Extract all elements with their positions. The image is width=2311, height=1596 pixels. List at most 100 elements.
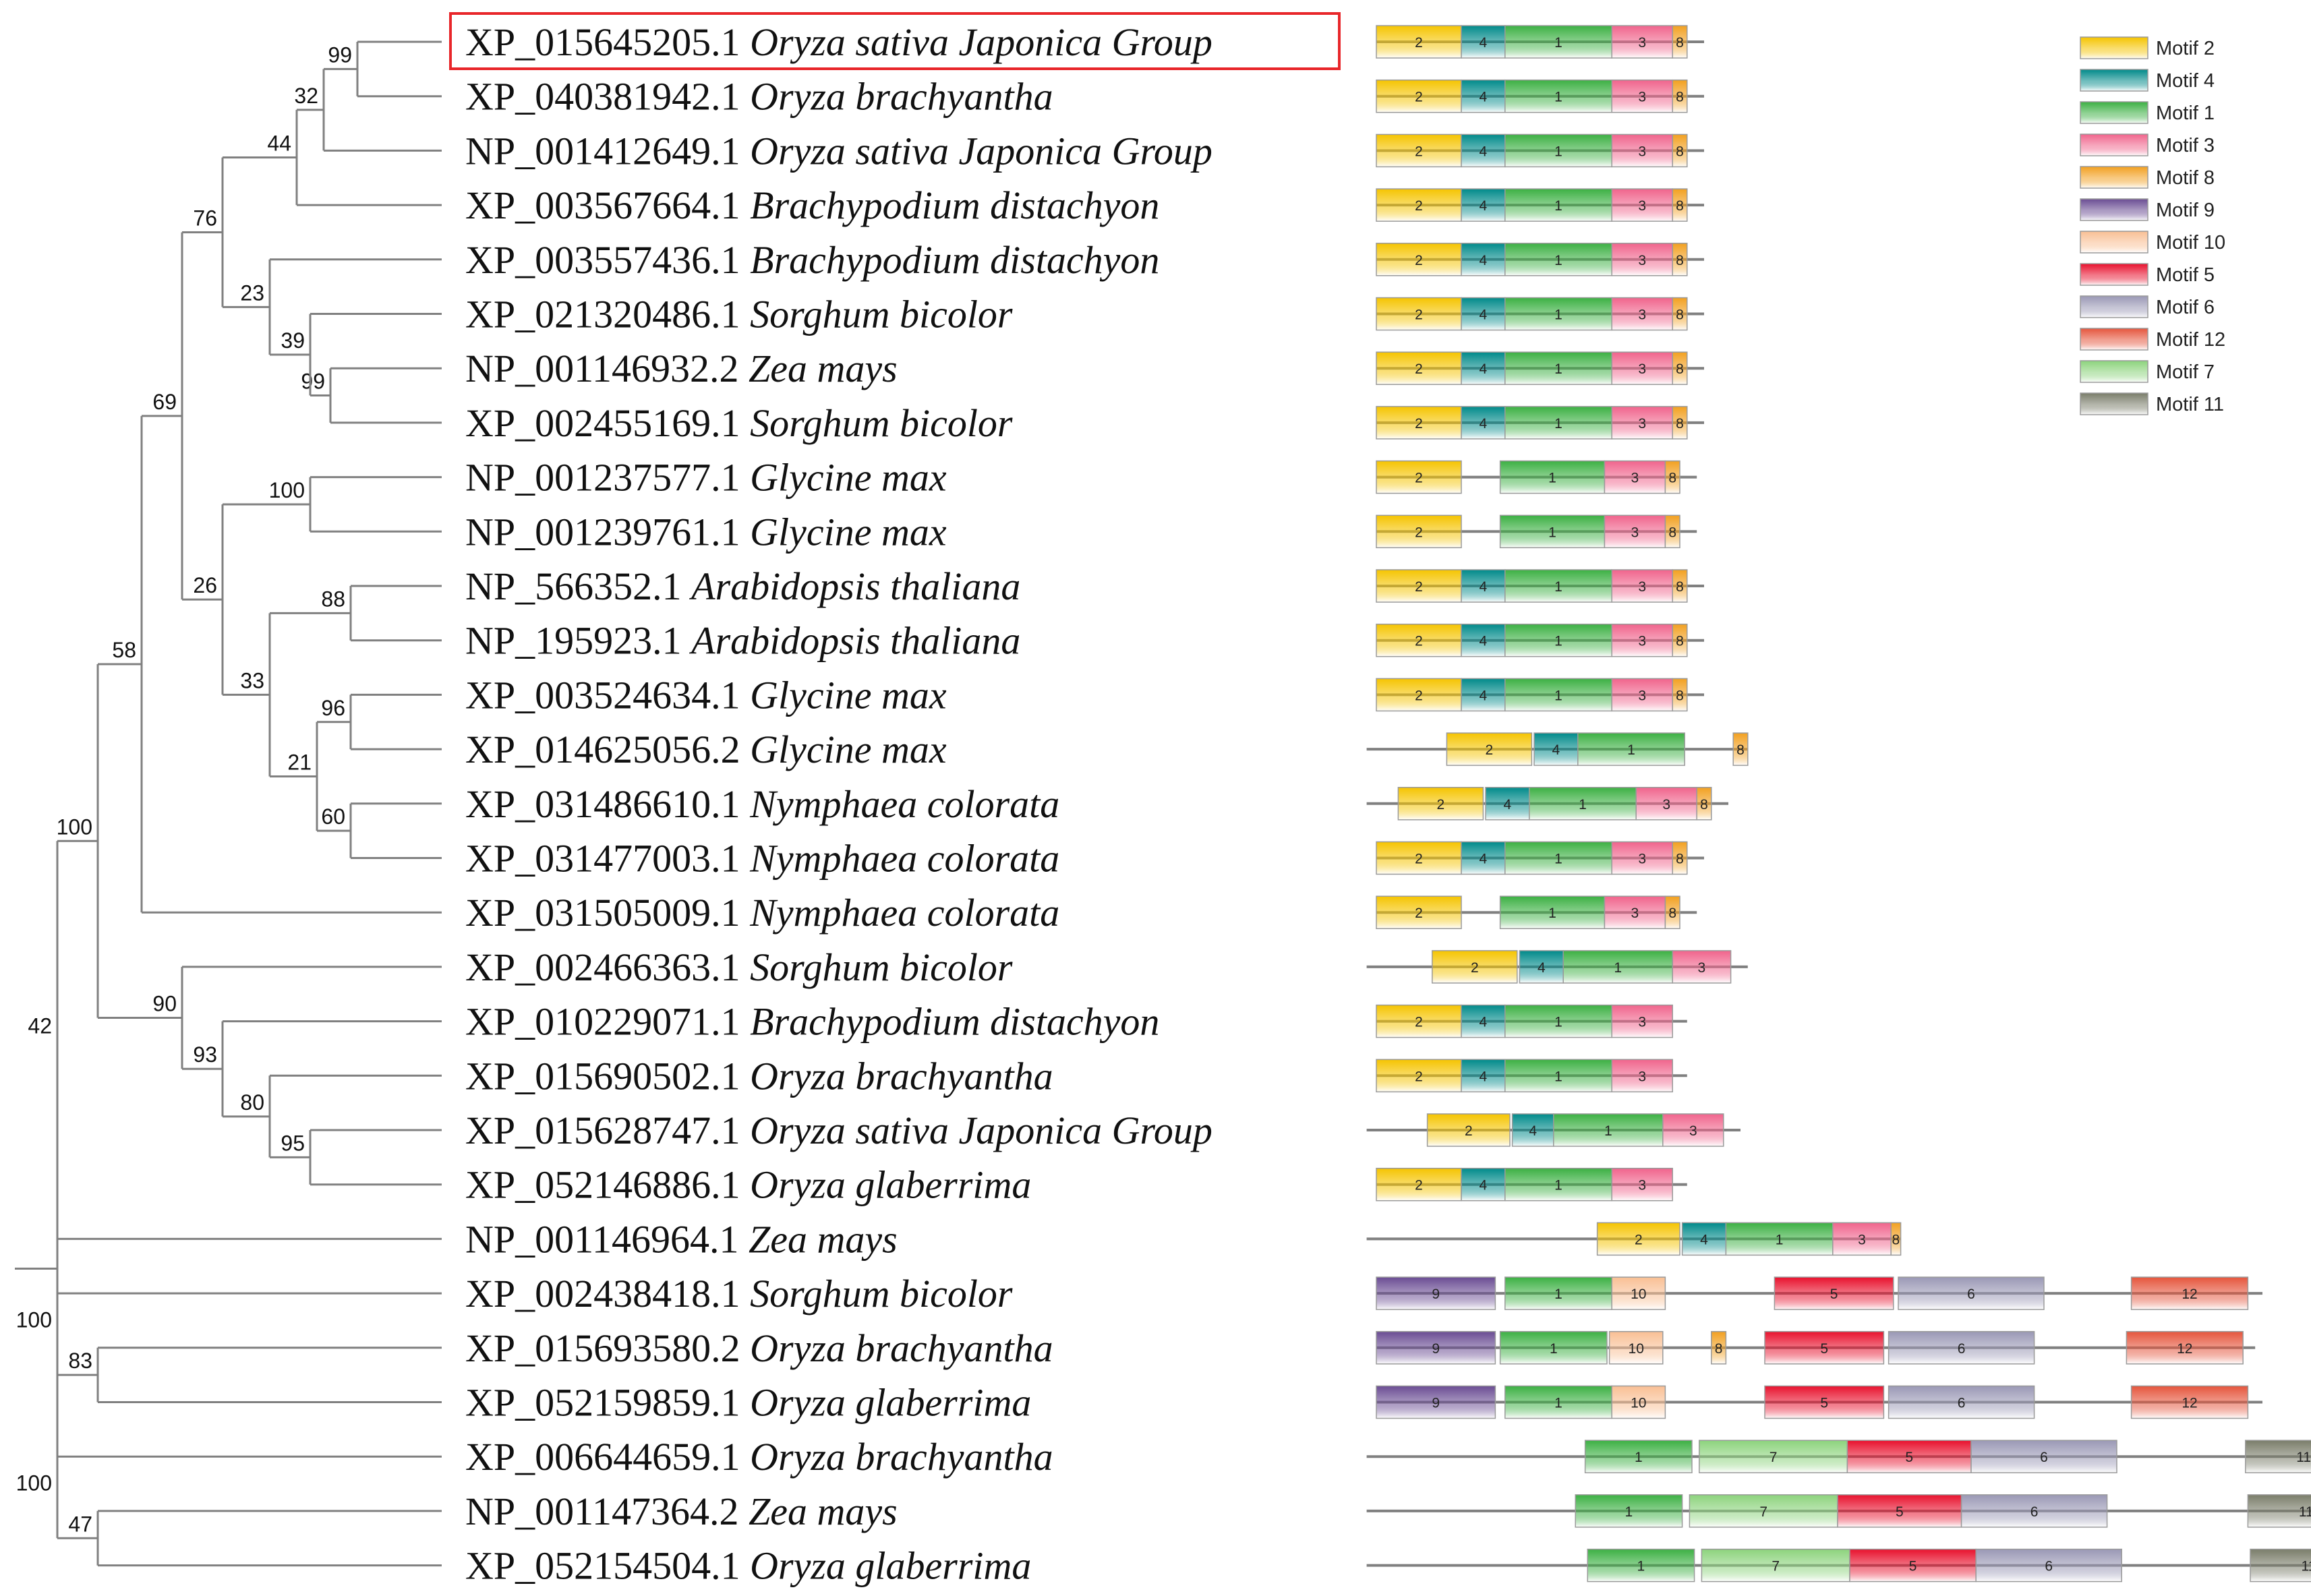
taxon-label: NP_001237577.1 Glycine max [465,456,947,500]
motif-2-box [1376,623,1462,657]
motif-8-box [1672,841,1688,875]
legend-swatch [2080,295,2148,318]
motif-2-box [1397,787,1484,821]
motif-8-box [1664,895,1680,929]
motif-number-label: 6 [2045,1559,2053,1574]
taxon-labels: XP_015645205.1 Oryza sativa Japonica Gro… [449,12,1341,1588]
motif-1-box [1553,1113,1664,1147]
motif-number-label: 8 [1668,906,1676,921]
motif-number-label: 11 [2299,1504,2311,1520]
motif-number-label: 2 [1415,416,1423,432]
motif-5-box [1764,1331,1885,1365]
accession-id: XP_002438418.1 [465,1272,750,1316]
bootstrap-value: 88 [321,587,345,611]
motif-number-label: 4 [1700,1232,1708,1247]
motif-number-label: 1 [1604,1123,1612,1139]
motif-2-box [1376,895,1462,929]
motif-7-box [1689,1494,1838,1528]
motif-number-label: 8 [1676,416,1684,432]
motif-12-box [2130,1276,2249,1310]
motif-number-label: 4 [1480,416,1488,432]
motif-number-label: 6 [2030,1504,2039,1520]
accession-id: XP_031477003.1 [465,837,750,881]
motif-number-label: 2 [1635,1232,1643,1247]
motif-number-label: 2 [1415,361,1423,377]
motif-number-label: 4 [1529,1123,1537,1139]
motif-number-label: 3 [1638,307,1646,323]
motif-number-label: 3 [1638,253,1646,268]
accession-id: XP_040381942.1 [465,75,750,119]
motif-number-label: 7 [1769,1450,1778,1465]
motif-7-box [1701,1548,1850,1583]
accession-id: XP_031486610.1 [465,782,750,826]
motif-number-label: 12 [2182,1396,2197,1411]
motif-number-label: 6 [1958,1396,1966,1411]
motif-number-label: 1 [1554,579,1562,595]
motif-number-label: 2 [1465,1123,1473,1139]
motif-number-label: 8 [1676,198,1684,214]
motif-number-label: 6 [1958,1341,1966,1357]
species-name: Zea mays [749,1217,898,1261]
motif-number-label: 2 [1471,960,1479,976]
motif-3-box [1611,406,1673,440]
accession-id: XP_015645205.1 [465,20,750,64]
motif-2-box [1376,678,1462,712]
motif-number-label: 11 [2296,1450,2311,1465]
accession-id: XP_021320486.1 [465,293,750,336]
species-name: Nymphaea colorata [749,891,1059,935]
motif-number-label: 3 [1638,198,1646,214]
motif-number-label: 4 [1480,198,1488,214]
motif-4-box [1461,25,1506,59]
taxon-label: NP_001412649.1 Oryza sativa Japonica Gro… [465,129,1212,173]
motif-1-box [1577,732,1685,766]
motif-number-label: 3 [1638,35,1646,51]
accession-id: XP_014625056.2 [465,728,750,771]
motif-number-label: 1 [1554,1069,1562,1084]
accession-id: NP_001412649.1 [465,129,750,173]
motif-1-box [1504,134,1612,168]
species-name: Glycine max [750,728,947,771]
taxon-label: XP_014625056.2 Glycine max [465,728,947,771]
motif-2-box [1376,79,1462,113]
motif-2-box [1376,514,1462,549]
legend-label: Motif 4 [2156,70,2215,92]
motif-number-label: 2 [1415,198,1423,214]
legend-swatch [2080,231,2148,254]
motif-6-box [1898,1276,2045,1310]
motif-number-label: 1 [1554,1287,1562,1302]
motif-1-box [1504,406,1612,440]
motif-1-box [1504,1004,1612,1038]
motif-9-box [1376,1276,1496,1310]
motif-legend: Motif 2 Motif 4 Motif 1 Motif 3 Motif 8 Motif… [2080,36,2225,415]
motif-1-box [1504,569,1612,603]
motif-number-label: 1 [1548,525,1556,540]
motif-1-box [1725,1222,1834,1256]
motif-number-label: 3 [1638,361,1646,377]
bootstrap-value: 93 [193,1042,217,1067]
motif-6-box [1960,1494,2108,1528]
motif-number-label: 3 [1638,1069,1646,1084]
motif-number-label: 2 [1437,797,1445,812]
accession-id: XP_031505009.1 [465,891,750,935]
motif-2-box [1376,569,1462,603]
motif-10-box [1611,1385,1666,1419]
motif-number-label: 3 [1689,1123,1697,1139]
motif-number-label: 4 [1480,90,1488,105]
taxon-label: XP_002466363.1 Sorghum bicolor [465,945,1013,989]
bootstrap-value: 96 [321,696,345,720]
taxon-label: XP_003557436.1 Brachypodium distachyon [465,238,1159,282]
motif-number-label: 4 [1480,361,1488,377]
taxon-label: XP_052154504.1 Oryza glaberrima [465,1544,1031,1588]
accession-id: NP_001239761.1 [465,510,750,554]
motif-3-box [1611,188,1673,222]
taxon-label: XP_052146886.1 Oryza glaberrima [465,1163,1031,1207]
motif-number-label: 2 [1415,688,1423,703]
motif-number-label: 1 [1554,144,1562,159]
bootstrap-value: 60 [321,804,345,829]
bootstrap-value: 90 [152,992,177,1016]
motif-number-label: 3 [1638,1015,1646,1030]
motif-1-box [1504,623,1612,657]
legend-label: Motif 2 [2156,38,2215,59]
taxon-label: NP_566352.1 Arabidopsis thaliana [465,564,1020,608]
motif-2-box [1376,1167,1462,1202]
